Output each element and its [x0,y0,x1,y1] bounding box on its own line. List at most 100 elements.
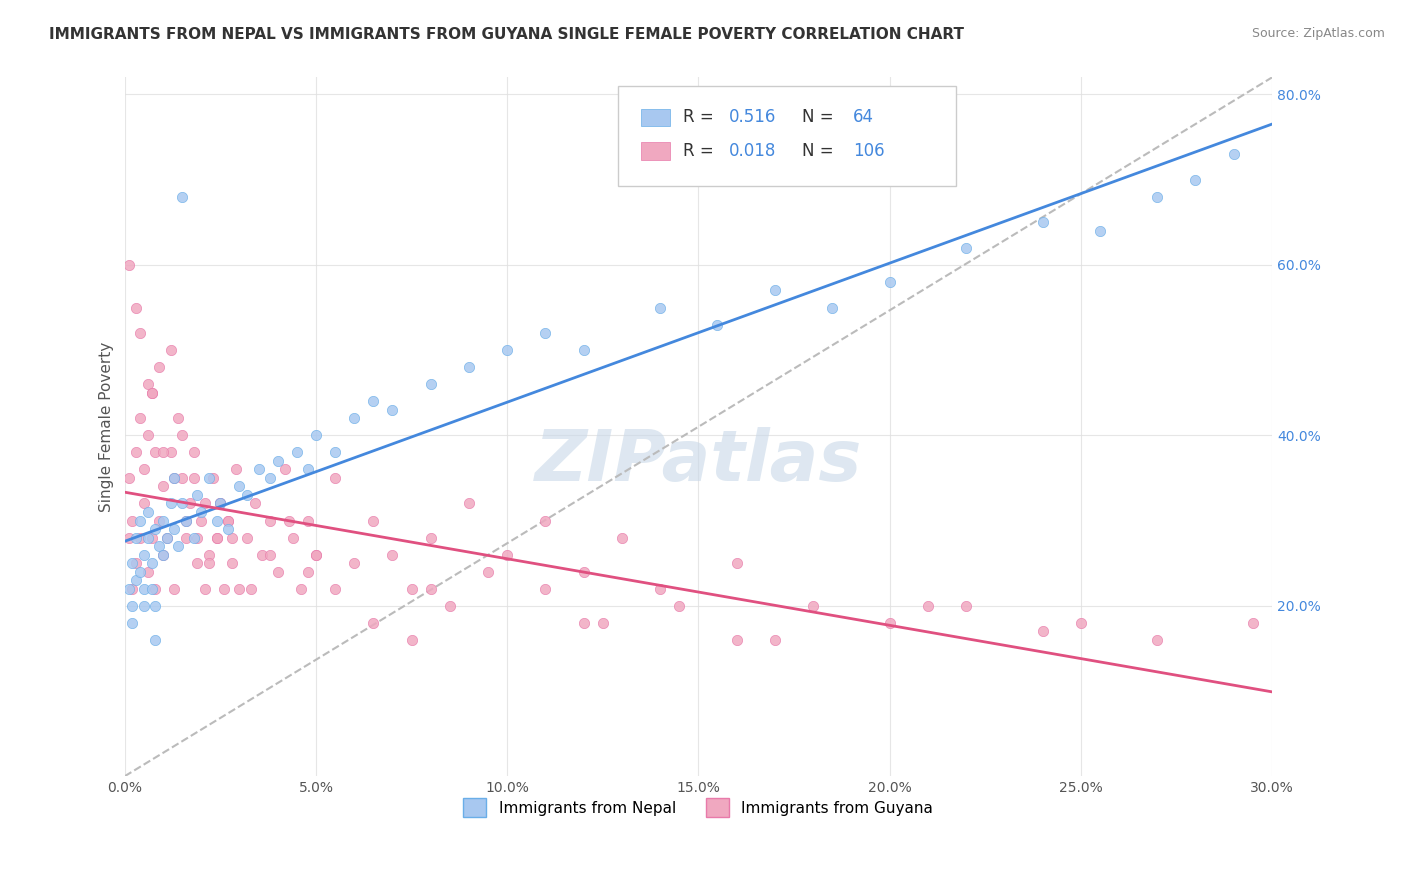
Point [198,471,221,485]
Point [458,360,481,375]
Point [534,326,557,340]
Text: N =: N = [801,108,834,127]
Point [801,599,824,613]
Point [274,462,297,476]
Y-axis label: Single Female Poverty: Single Female Poverty [100,342,114,512]
Point [1184,172,1206,186]
Point [125,573,148,587]
Point [205,514,228,528]
Point [381,402,404,417]
Point [152,548,174,562]
Point [305,428,328,442]
Point [278,514,301,528]
Point [763,632,786,647]
Text: Source: ZipAtlas.com: Source: ZipAtlas.com [1251,27,1385,40]
Point [477,565,499,579]
Point [572,615,595,630]
Point [496,548,519,562]
Point [439,599,461,613]
Point [228,582,250,596]
Point [217,514,239,528]
Point [1088,224,1111,238]
Point [121,615,143,630]
Point [225,462,247,476]
Point [1031,624,1053,639]
Point [496,343,519,358]
Point [363,615,385,630]
Point [159,445,181,459]
Point [145,582,167,596]
Point [141,556,163,570]
Point [1146,190,1168,204]
Point [172,428,194,442]
Point [136,565,159,579]
Point [205,531,228,545]
Point [172,496,194,510]
Point [156,531,179,545]
Point [148,539,170,553]
Point [148,360,170,375]
Point [247,462,270,476]
Point [117,258,139,272]
Point [145,632,167,647]
Point [125,556,148,570]
Point [136,377,159,392]
Point [955,241,977,255]
Point [121,599,143,613]
Point [163,471,186,485]
Point [1070,615,1092,630]
Point [129,411,152,425]
Point [221,556,243,570]
Point [172,190,194,204]
Point [217,514,239,528]
Point [205,531,228,545]
Point [183,471,205,485]
Point [297,462,319,476]
Point [281,531,304,545]
Point [343,556,366,570]
Point [419,377,441,392]
Point [252,548,274,562]
Point [1146,632,1168,647]
Point [129,514,152,528]
Point [209,496,232,510]
Point [534,514,557,528]
Point [879,615,901,630]
Text: ZIPatlas: ZIPatlas [534,427,862,496]
Point [297,565,319,579]
Point [136,531,159,545]
Text: R =: R = [683,142,720,160]
Point [117,531,139,545]
Point [259,514,281,528]
Point [267,565,290,579]
Point [132,462,155,476]
Point [183,531,205,545]
Point [572,343,595,358]
Point [145,445,167,459]
Point [221,531,243,545]
Point [121,514,143,528]
Point [186,556,208,570]
Point [363,514,385,528]
Point [172,471,194,485]
Point [125,531,148,545]
Point [419,531,441,545]
Point [217,522,239,536]
Point [534,582,557,596]
Point [141,385,163,400]
Point [148,514,170,528]
Point [174,514,197,528]
Point [668,599,690,613]
Point [194,496,217,510]
Text: IMMIGRANTS FROM NEPAL VS IMMIGRANTS FROM GUYANA SINGLE FEMALE POVERTY CORRELATIO: IMMIGRANTS FROM NEPAL VS IMMIGRANTS FROM… [49,27,965,42]
Point [243,496,266,510]
Point [198,548,221,562]
Point [323,471,346,485]
Point [190,505,212,519]
Point [201,471,224,485]
Point [610,531,633,545]
Point [209,496,232,510]
Point [363,394,385,409]
Point [419,582,441,596]
Point [650,301,672,315]
